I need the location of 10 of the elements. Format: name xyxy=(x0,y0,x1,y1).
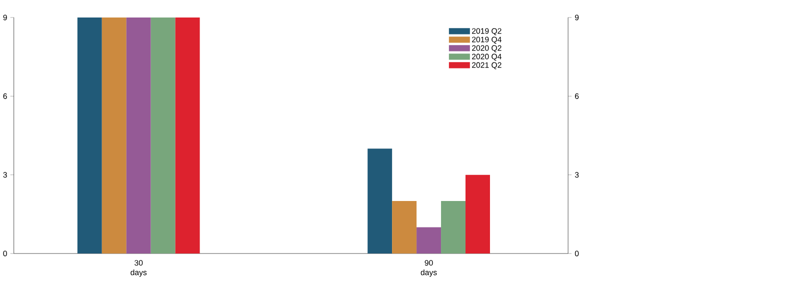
bar xyxy=(102,18,126,254)
bar xyxy=(175,18,200,254)
bar xyxy=(441,201,466,254)
bar xyxy=(368,148,392,254)
bar xyxy=(392,201,417,254)
bar xyxy=(416,227,442,254)
bar xyxy=(77,18,102,254)
bar xyxy=(126,18,151,254)
bar xyxy=(466,174,490,254)
bar xyxy=(150,18,176,254)
